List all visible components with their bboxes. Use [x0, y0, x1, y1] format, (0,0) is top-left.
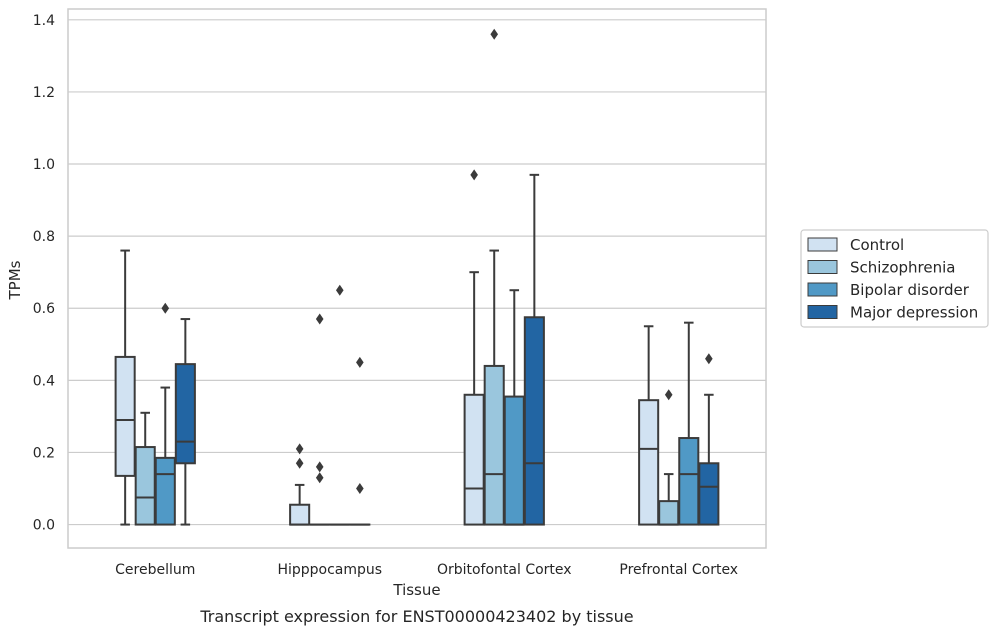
legend-item: Control [807, 236, 904, 254]
legend-label: Bipolar disorder [850, 281, 970, 299]
y-tick-label: 1.0 [33, 157, 55, 173]
box [289, 443, 311, 526]
box [678, 321, 700, 526]
outlier-point [315, 472, 324, 484]
category-group [638, 321, 720, 526]
legend-swatch [807, 282, 838, 297]
outlier-point [356, 356, 364, 368]
box [134, 411, 156, 526]
category-group [114, 249, 196, 526]
y-axis-ticks: 0.0 0.2 0.4 0.6 0.8 1.0 1.2 1.4 [33, 13, 55, 534]
box [523, 173, 545, 526]
box-body [638, 399, 660, 526]
box-body [154, 456, 176, 526]
box [503, 289, 525, 526]
outlier-point [335, 284, 344, 296]
box-body [463, 393, 485, 526]
box [349, 356, 371, 526]
box-body [174, 363, 196, 465]
category-group [289, 284, 371, 526]
outlier-point [705, 353, 713, 365]
outlier-point [315, 461, 324, 473]
box [329, 284, 351, 526]
box-body [678, 437, 700, 526]
outlier-point [161, 302, 170, 314]
outlier-point [295, 443, 304, 455]
outlier-point [470, 169, 478, 181]
box [698, 353, 720, 526]
y-tick-label: 0.0 [33, 518, 55, 534]
x-tick-label: Cerebellum [115, 562, 195, 578]
box-groups [114, 28, 720, 526]
box-body [289, 503, 311, 526]
box-body [503, 395, 525, 526]
box [114, 249, 136, 526]
box [658, 389, 680, 526]
legend-frame [800, 229, 989, 328]
y-tick-label: 0.4 [33, 373, 55, 389]
box-body [698, 462, 720, 526]
legend-item: Schizophrenia [807, 259, 955, 277]
box-body [658, 500, 680, 526]
box-body [134, 446, 156, 526]
legend-swatch [807, 237, 838, 252]
box [463, 169, 485, 526]
chart-caption: Transcript expression for ENST0000042340… [199, 607, 633, 626]
box [154, 302, 176, 526]
box-body [114, 355, 136, 477]
legend-swatch [807, 305, 838, 319]
legend: Control Schizophrenia Bipolar disorder Majo… [800, 229, 989, 328]
y-tick-label: 1.2 [33, 85, 55, 101]
legend-item: Bipolar disorder [807, 281, 970, 299]
category-group [463, 28, 545, 526]
y-tick-label: 0.6 [33, 301, 55, 317]
box [483, 28, 505, 526]
box [174, 318, 196, 526]
box-body [523, 316, 545, 526]
outlier-point [490, 28, 499, 40]
box [638, 325, 660, 526]
legend-item: Major depression [807, 304, 978, 322]
outlier-point [356, 483, 364, 495]
y-tick-label: 1.4 [33, 13, 55, 29]
box-body [483, 364, 505, 526]
outlier-point [315, 313, 324, 325]
box [309, 313, 331, 526]
y-tick-label: 0.8 [33, 229, 55, 245]
legend-label: Major depression [850, 304, 978, 322]
x-axis-title: Tissue [392, 581, 440, 599]
x-tick-label: Orbitofontal Cortex [437, 562, 572, 578]
y-tick-label: 0.2 [33, 445, 55, 461]
x-tick-label: Prefrontal Cortex [619, 562, 738, 578]
legend-label: Schizophrenia [850, 259, 955, 277]
x-axis-ticks: Cerebellum Hipppocampus Orbitofontal Corte… [115, 562, 738, 578]
legend-label: Control [850, 236, 904, 254]
outlier-point [295, 457, 304, 469]
legend-swatch [807, 260, 838, 274]
plot-area-frame [67, 8, 767, 549]
x-tick-label: Hipppocampus [277, 562, 382, 578]
y-axis-title: TPMs [6, 260, 24, 300]
outlier-point [664, 389, 673, 401]
gridlines [68, 19, 766, 526]
